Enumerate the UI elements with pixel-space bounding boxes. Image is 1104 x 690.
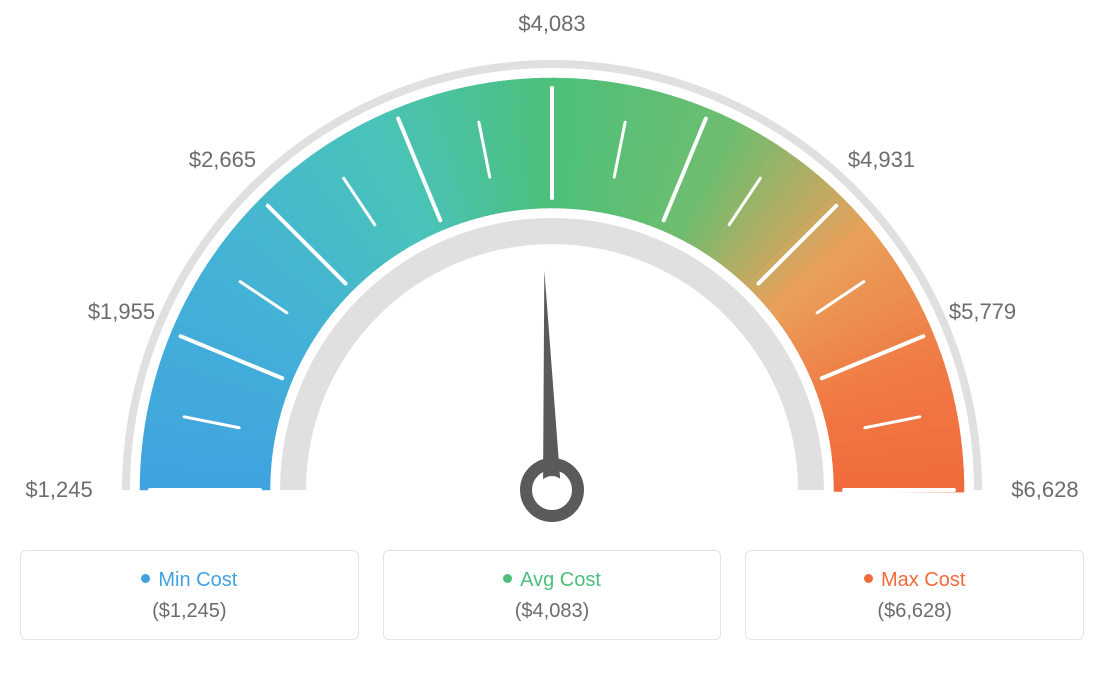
legend-title-min: Min Cost [31,569,348,592]
legend-value-max: ($6,628) [756,600,1073,623]
legend-value-min: ($1,245) [31,600,348,623]
scale-label: $4,083 [518,11,585,37]
legend-value-avg: ($4,083) [394,600,711,623]
scale-label: $4,931 [848,147,915,173]
scale-label: $5,779 [949,299,1016,325]
scale-label: $1,955 [88,299,155,325]
dot-icon [864,574,873,583]
legend-row: Min Cost ($1,245) Avg Cost ($4,083) Max … [20,550,1084,640]
gauge-chart: $1,245$1,955$2,665$4,083$4,931$5,779$6,6… [20,20,1084,530]
legend-title-text: Min Cost [158,569,237,591]
scale-label: $2,665 [189,147,256,173]
gauge-svg [20,20,1084,530]
legend-title-text: Max Cost [881,569,965,591]
scale-label: $6,628 [1011,477,1078,503]
dot-icon [503,574,512,583]
legend-card-max: Max Cost ($6,628) [745,550,1084,640]
scale-label: $1,245 [25,477,92,503]
legend-title-max: Max Cost [756,569,1073,592]
legend-title-avg: Avg Cost [394,569,711,592]
legend-card-avg: Avg Cost ($4,083) [383,550,722,640]
legend-title-text: Avg Cost [520,569,601,591]
dot-icon [141,574,150,583]
legend-card-min: Min Cost ($1,245) [20,550,359,640]
